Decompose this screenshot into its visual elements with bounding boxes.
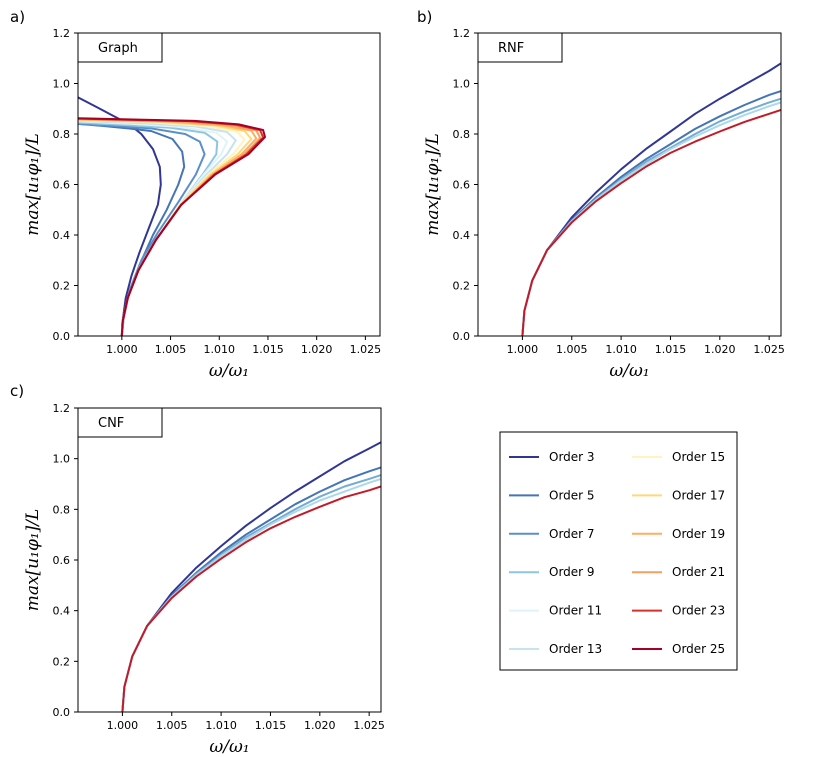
series-line-order-9 [121,477,381,712]
legend-entry-label: Order 9 [549,565,595,579]
panel-letter: a) [10,8,25,26]
y-tick-label: 0.0 [53,706,71,719]
y-tick-label: 0.0 [53,330,71,343]
series-line-order-25 [78,117,266,336]
x-tick-label: 1.025 [353,719,385,732]
panel-label: Graph [98,41,138,56]
series-line-order-25 [521,109,781,336]
plot-frame [477,32,782,337]
x-tick-label: 1.020 [301,343,333,356]
panel-letter: c) [10,382,24,400]
panel-label-box [477,32,563,63]
x-tick-label: 1.005 [556,343,588,356]
x-tick-label: 1.005 [156,719,188,732]
series-line-order-7 [521,97,781,336]
legend-entry-label: Order 23 [672,604,725,618]
chart-panel-1: 1.000 1.005 1.010 1.015 1.020 1.025 0.0 0.2 0.4 0… [417,8,785,381]
legend-entry-label: Order 13 [549,642,602,656]
legend-entry-label: Order 25 [672,642,725,656]
y-tick-label: 1.2 [53,27,71,40]
y-tick-label: 0.4 [53,605,71,618]
legend-entry-label: Order 11 [549,604,602,618]
panel-letter: b) [417,8,432,26]
x-axis-label: ω/ω₁ [209,361,249,381]
series-line-order-5 [521,90,781,336]
series-line-order-21 [78,117,262,336]
x-tick-label: 1.000 [106,343,138,356]
y-tick-label: 1.0 [453,78,471,91]
series-line-order-25 [121,485,381,712]
series-group [521,62,781,336]
legend-box [499,431,738,671]
x-tick-label: 1.010 [605,343,637,356]
y-tick-label: 1.0 [53,78,71,91]
chart-panel-0: 1.000 1.005 1.010 1.015 1.020 1.025 0.0 0.2 0.4 0… [10,8,381,381]
x-tick-label: 1.020 [304,719,336,732]
x-tick-label: 1.010 [205,719,237,732]
y-tick-label: 0.2 [53,655,71,668]
legend-entry-label: Order 21 [672,565,725,579]
series-group [78,96,266,336]
panel-label: CNF [98,416,124,431]
series-line-order-7 [121,474,381,712]
panel-label-box [77,407,163,438]
legend: Order 3 Order 5 Order 7 Order 9 Order 11 Orde… [499,431,738,671]
y-tick-label: 1.2 [453,27,471,40]
plot-frame [77,407,382,713]
legend-entry-label: Order 3 [549,450,595,464]
y-tick-label: 0.4 [53,229,71,242]
x-tick-label: 1.015 [655,343,687,356]
plot-frame [77,32,381,337]
x-tick-label: 1.020 [704,343,736,356]
x-axis-label: ω/ω₁ [609,361,649,381]
y-tick-label: 0.2 [453,280,471,293]
series-line-order-3 [78,96,162,336]
legend-entry-label: Order 15 [672,450,725,464]
y-tick-label: 1.2 [53,402,71,415]
legend-entry-label: Order 7 [549,527,595,541]
x-tick-label: 1.025 [753,343,785,356]
y-tick-label: 0.8 [453,128,471,141]
x-tick-label: 1.010 [204,343,236,356]
legend-entry-label: Order 19 [672,527,725,541]
x-tick-label: 1.005 [155,343,187,356]
series-line-order-3 [521,62,781,336]
legend-entry-label: Order 17 [672,488,725,502]
y-tick-label: 1.0 [53,453,71,466]
series-group [121,441,381,712]
y-tick-label: 0.8 [53,128,71,141]
y-tick-label: 0.0 [453,330,471,343]
x-tick-label: 1.000 [107,719,139,732]
panel-label-box [77,32,163,63]
x-tick-label: 1.025 [350,343,382,356]
series-line-order-3 [121,441,381,712]
legend-entry-label: Order 5 [549,488,595,502]
series-line-order-5 [121,466,381,712]
x-axis-label: ω/ω₁ [209,737,249,757]
chart-panel-2: 1.000 1.005 1.010 1.015 1.020 1.025 0.0 0.2 0.4 0… [10,382,385,757]
y-axis-label: max[u₁φ₁]/L [23,133,43,236]
x-tick-label: 1.015 [252,343,284,356]
y-tick-label: 0.6 [453,179,471,192]
series-line-order-5 [78,122,186,336]
y-tick-label: 0.4 [453,229,471,242]
series-line-order-7 [78,122,206,336]
y-tick-label: 0.6 [53,179,71,192]
y-axis-label: max[u₁φ₁]/L [423,133,443,236]
y-tick-label: 0.8 [53,503,71,516]
panel-label: RNF [498,41,524,56]
y-tick-label: 0.2 [53,280,71,293]
y-axis-label: max[u₁φ₁]/L [23,509,43,612]
x-tick-label: 1.015 [255,719,287,732]
y-tick-label: 0.6 [53,554,71,567]
series-line-order-9 [521,101,781,336]
x-tick-label: 1.000 [507,343,539,356]
